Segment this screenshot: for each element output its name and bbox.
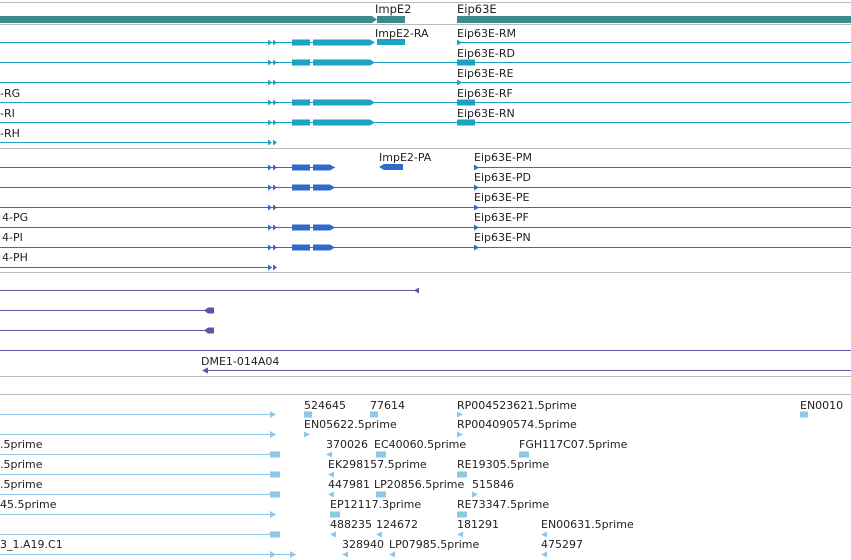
est-label: 488235 xyxy=(330,518,372,531)
transcript-row[interactable] xyxy=(0,264,277,271)
transcript-eip63e-pd-label: Eip63E-PD xyxy=(474,171,531,184)
transcript-eip63e-re-label: Eip63E-RE xyxy=(457,67,514,80)
refseq-track: ImpE2-PA Eip63E-PM Eip63E-PD Eip63E-PE E… xyxy=(0,151,851,273)
gene-impe2-label: ImpE2 xyxy=(375,2,411,16)
transcript-left-label: -RI xyxy=(0,107,15,120)
est-label: RP004523621.5prime xyxy=(457,399,577,412)
transcript-eip63e-rd-label: Eip63E-RD xyxy=(457,47,515,60)
transcript-row[interactable] xyxy=(0,99,851,106)
transcript-left-label: 4-PI xyxy=(2,231,23,244)
transcript-eip63e-rn-label: Eip63E-RN xyxy=(457,107,515,120)
transcript-impe2-ra-label: ImpE2-RA xyxy=(375,27,429,40)
gene-bar-left[interactable] xyxy=(0,16,372,23)
est-label: LP07985.5prime xyxy=(389,538,480,551)
transcript-row[interactable] xyxy=(0,224,851,231)
transcript-row[interactable] xyxy=(0,59,851,66)
est-label: .5prime xyxy=(0,478,43,491)
est-label: EK298157.5prime xyxy=(328,458,427,471)
est-label: 77614 xyxy=(370,399,405,412)
transcript-left-label: 4-PG xyxy=(2,211,28,224)
est-label: 524645 xyxy=(304,399,346,412)
gene-track: ImpE2 Eip63E xyxy=(0,2,851,25)
est-label: 45.5prime xyxy=(0,498,57,511)
est-label: 181291 xyxy=(457,518,499,531)
est-row[interactable] xyxy=(0,551,547,558)
gene-eip63e-label: Eip63E xyxy=(457,2,497,16)
transcript-left-label: -RH xyxy=(0,127,20,140)
dme-track: DME1-014A04 xyxy=(0,287,851,377)
est-label: EN00631.5prime xyxy=(541,518,634,531)
clone-dme1-014a04-label: DME1-014A04 xyxy=(201,355,279,368)
est-label: 447981 xyxy=(328,478,370,491)
est-row[interactable] xyxy=(0,511,467,518)
est-label: 475297 xyxy=(541,538,583,551)
transcript-row[interactable] xyxy=(0,139,277,146)
transcript-left-label: 4-PH xyxy=(2,251,28,264)
est-label: 124672 xyxy=(376,518,418,531)
est-label: RP004090574.5prime xyxy=(457,418,577,431)
est-label: FGH117C07.5prime xyxy=(519,438,628,451)
est-row[interactable] xyxy=(0,431,463,438)
flybase-track: ImpE2-RA Eip63E-RM Eip63E-RD Eip63E-RE E… xyxy=(0,27,851,149)
est-row[interactable] xyxy=(0,531,547,538)
est-label: RE73347.5prime xyxy=(457,498,549,511)
gene-impe2-bar[interactable] xyxy=(377,16,405,23)
est-row[interactable] xyxy=(0,451,529,458)
transcript-impe2-ra-exon[interactable] xyxy=(377,39,405,45)
transcript-left-label: -RG xyxy=(0,87,20,100)
est-row[interactable] xyxy=(0,471,467,478)
transcript-eip63e-pf-label: Eip63E-PF xyxy=(474,211,529,224)
transcript-row[interactable] xyxy=(0,39,851,46)
transcript-impe2-pa-exon[interactable] xyxy=(379,164,403,170)
transcript-row[interactable] xyxy=(0,119,851,126)
est-label: EP12117.3prime xyxy=(330,498,421,511)
gene-eip63e-bar[interactable] xyxy=(457,16,851,23)
transcript-eip63e-rf-label: Eip63E-RF xyxy=(457,87,513,100)
est-track: 524645 77614 RP004523621.5prime EN0010 E… xyxy=(0,394,851,558)
transcript-row[interactable] xyxy=(0,184,851,191)
est-label: 328940 xyxy=(342,538,384,551)
clone-row[interactable] xyxy=(0,327,214,334)
est-label: .5prime xyxy=(0,438,43,451)
est-label: 515846 xyxy=(472,478,514,491)
est-row[interactable] xyxy=(0,411,808,418)
transcript-impe2-pa-label: ImpE2-PA xyxy=(379,151,432,164)
clone-row[interactable] xyxy=(0,307,214,314)
est-label: LP20856.5prime xyxy=(374,478,465,491)
est-label: RE19305.5prime xyxy=(457,458,549,471)
est-label: EN05622.5prime xyxy=(304,418,397,431)
transcript-row[interactable] xyxy=(0,204,851,211)
clone-row[interactable] xyxy=(0,287,419,294)
est-row[interactable] xyxy=(0,491,478,498)
clone-row[interactable] xyxy=(202,367,851,374)
transcript-eip63e-pm-label: Eip63E-PM xyxy=(474,151,532,164)
transcript-eip63e-pn-label: Eip63E-PN xyxy=(474,231,531,244)
transcript-eip63e-pe-label: Eip63E-PE xyxy=(474,191,530,204)
est-label: EN0010 xyxy=(800,399,843,412)
est-label: 370026 xyxy=(326,438,368,451)
transcript-row[interactable] xyxy=(0,164,851,171)
transcript-row[interactable] xyxy=(0,79,851,86)
transcript-eip63e-rm-label: Eip63E-RM xyxy=(457,27,516,40)
est-label: .5prime xyxy=(0,458,43,471)
gene-impe2-arrow[interactable] xyxy=(372,16,377,23)
transcript-row[interactable] xyxy=(0,244,851,251)
est-label: EC40060.5prime xyxy=(374,438,466,451)
est-label: 3_1.A19.C1 xyxy=(0,538,63,551)
